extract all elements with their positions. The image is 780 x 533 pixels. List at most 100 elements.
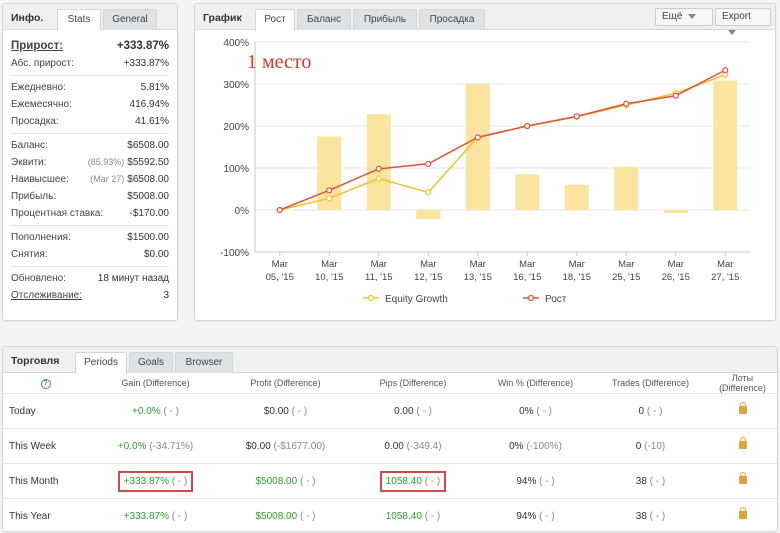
table-row: Today +0.0% ( - ) $0.00 ( - ) 0.00 ( - ) 0% … <box>3 393 777 429</box>
period-label: This Month <box>3 463 88 499</box>
pips-value: 0.00 <box>384 440 404 452</box>
profit-cell: $0.00 ( - ) <box>223 393 348 429</box>
x-tick-label: 11, '15 <box>365 272 393 283</box>
pips-value: 1058.40 <box>385 510 422 522</box>
win-diff: ( - ) <box>536 405 552 417</box>
lock-icon[interactable] <box>738 471 747 484</box>
trades-value: 38 <box>635 475 647 487</box>
updated-row: Обновлено: 18 минут назад <box>11 270 169 287</box>
pips-value: 1058.40 <box>385 475 422 487</box>
tab-goals[interactable]: Goals <box>129 352 173 373</box>
daily-label: Ежедневно: <box>11 82 66 93</box>
x-tick-label: Mar <box>717 259 733 270</box>
equity-note: (85.93%) <box>87 157 125 167</box>
x-tick-label: 10, '15 <box>315 272 343 283</box>
help-icon[interactable]: ? <box>40 379 51 389</box>
tab-periods[interactable]: Periods <box>75 352 127 374</box>
divider <box>11 225 169 226</box>
x-tick-label: Mar <box>272 259 288 270</box>
gain-box: +0.0% ( - ) <box>132 406 179 417</box>
x-tick-label: 05, '15 <box>266 272 294 283</box>
tab-browser[interactable]: Browser <box>175 352 233 373</box>
x-tick-label: Mar <box>519 259 535 270</box>
daily-row: Ежедневно: 5.81% <box>11 79 169 96</box>
highest-row: Наивысшее: (Mar 27) $6508.00 <box>11 171 169 188</box>
y-tick-label: -100% <box>220 248 249 259</box>
info-tabbar: Инфо. Stats General <box>3 4 177 31</box>
growth-chart: 400% 300% 200% 100% 0% -100% Mar 05, '15 Mar 10, … <box>220 38 750 305</box>
tab-stats[interactable]: Stats <box>57 9 101 31</box>
data-point <box>375 175 382 182</box>
win-cell: 0% ( - ) <box>478 393 593 429</box>
pips-cell: 0.00 (-349.4) <box>348 428 478 464</box>
pips-box: 1058.40 ( - ) <box>386 511 440 522</box>
bar <box>416 210 441 220</box>
deposits-value: $1500.00 <box>127 232 169 243</box>
tab-general[interactable]: General <box>103 9 157 30</box>
gain-box: +333.87% ( - ) <box>124 511 188 522</box>
table-row: This Year +333.87% ( - ) $5008.00 ( - ) 105… <box>3 498 777 533</box>
interest-value: -$170.00 <box>129 208 169 219</box>
win-value: 94% <box>516 510 537 522</box>
lots-cell <box>708 463 777 499</box>
abs-growth-value: +333.87% <box>123 58 169 69</box>
balance-row: Баланс: $6508.00 <box>11 137 169 154</box>
chart-tabbar: График Рост Баланс Прибыль Просадка Ещё … <box>195 4 775 35</box>
growth-label[interactable]: Прирост: <box>11 40 64 52</box>
export-dropdown[interactable]: Export <box>715 8 771 35</box>
pips-diff: (-349.4) <box>406 440 442 452</box>
lock-icon[interactable] <box>738 401 747 414</box>
win-value: 0% <box>519 405 534 417</box>
tab-balance[interactable]: Баланс <box>297 9 351 30</box>
lock-icon[interactable] <box>738 436 747 449</box>
tracking-value: 3 <box>163 290 169 301</box>
gain-diff: ( - ) <box>171 475 188 487</box>
highest-label: Наивысшее: <box>11 174 69 185</box>
data-point <box>672 92 679 99</box>
win-cell: 94% ( - ) <box>478 498 593 533</box>
series-line <box>279 74 726 211</box>
lots-cell <box>708 393 777 429</box>
updated-label: Обновлено: <box>11 273 66 284</box>
profit-row: Прибыль: $5008.00 <box>11 188 169 205</box>
profit-value: $5008.00 <box>255 475 298 487</box>
x-tick-label: Mar <box>371 259 387 270</box>
monthly-value: 416.94% <box>129 99 169 110</box>
tab-profit[interactable]: Прибыль <box>353 9 417 30</box>
pips-box: 0.00 ( - ) <box>394 406 432 417</box>
drawdown-row: Просадка: 41.61% <box>11 113 169 130</box>
profit-diff: (-$1677.00) <box>273 440 326 452</box>
data-point <box>524 122 531 130</box>
legend-marker <box>367 294 375 302</box>
legend-item: Equity Growth <box>363 294 448 305</box>
lock-icon[interactable] <box>738 506 747 519</box>
x-tick-label: 27, '15 <box>711 272 739 283</box>
bar <box>515 174 540 210</box>
data-point <box>326 195 333 202</box>
trades-value: 38 <box>635 510 647 522</box>
drawdown-value: 41.61% <box>135 116 169 127</box>
x-tick-label: 12, '15 <box>414 272 442 283</box>
deposits-row: Пополнения: $1500.00 <box>11 229 169 246</box>
tab-drawdown[interactable]: Просадка <box>419 9 485 30</box>
pips-cell: 0.00 ( - ) <box>348 393 478 429</box>
help-cell: ? <box>3 373 88 394</box>
profit-value: $5008.00 <box>255 510 298 522</box>
col-lots: Лоты (Difference) <box>719 373 766 393</box>
equity-label: Эквити: <box>11 157 47 168</box>
x-tick-label: Mar <box>618 259 634 270</box>
tracking-link[interactable]: Отслеживание: <box>11 290 83 301</box>
daily-value: 5.81% <box>140 82 169 93</box>
x-tick-label: Mar <box>321 259 337 270</box>
trades-value: 0 <box>638 405 645 417</box>
tab-growth[interactable]: Рост <box>255 9 295 31</box>
tracking-row: Отслеживание: 3 <box>11 287 169 304</box>
more-dropdown[interactable]: Ещё <box>655 8 713 26</box>
bar <box>663 210 688 213</box>
period-label: Today <box>3 393 88 429</box>
x-tick-label: Mar <box>569 259 585 270</box>
gain-value: +0.0% <box>132 405 161 417</box>
interest-row: Процентная ставка: -$170.00 <box>11 205 169 222</box>
pips-box: 1058.40 ( - ) <box>379 470 447 492</box>
data-point <box>623 100 630 107</box>
